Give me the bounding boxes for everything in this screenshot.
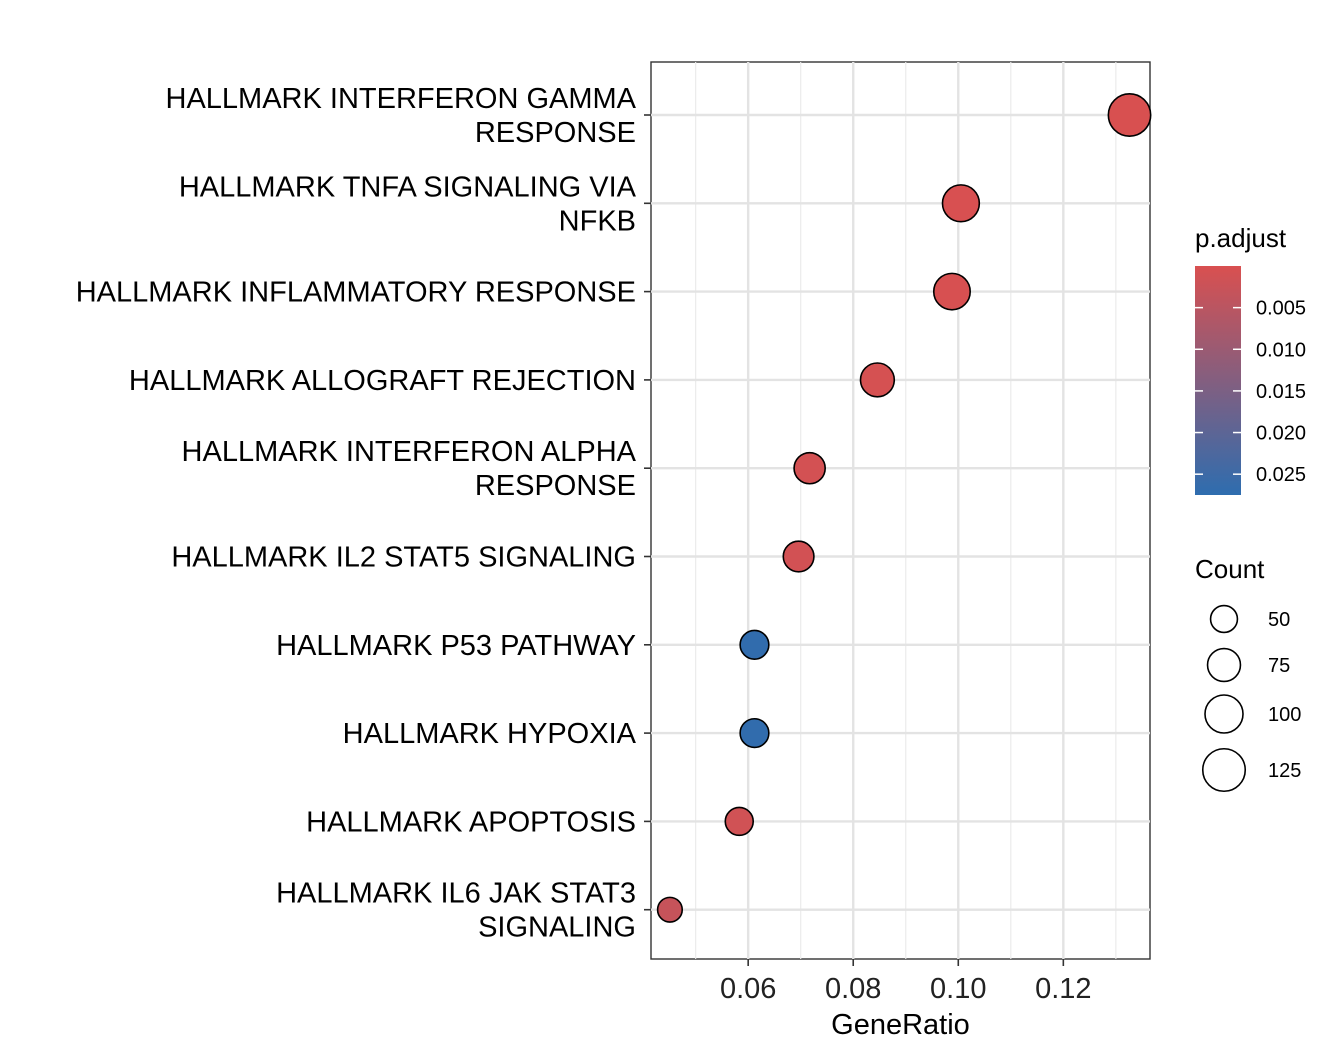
data-point — [739, 717, 770, 749]
data-point — [941, 184, 981, 223]
size-legend: Count 50 75 100 125 — [1195, 554, 1301, 793]
y-tick-label: HALLMARK ALLOGRAFT REJECTION — [129, 365, 636, 397]
y-tick-label-line: HALLMARK APOPTOSIS — [306, 806, 636, 838]
size-legend-label: 100 — [1268, 704, 1301, 726]
color-legend-label: 0.005 — [1256, 298, 1306, 320]
y-tick-label: HALLMARK IL6 JAK STAT3 SIGNALING — [276, 878, 636, 944]
y-tick-label: HALLMARK INTERFERON GAMMA RESPONSE — [166, 83, 637, 149]
data-point — [739, 629, 770, 660]
y-tick-label-line: HALLMARK IL2 STAT5 SIGNALING — [171, 542, 636, 574]
size-legend-label: 125 — [1268, 760, 1301, 782]
x-tick-label: 0.06 — [720, 973, 776, 1005]
y-tick-label-line: HALLMARK IL6 JAK STAT3 — [276, 878, 636, 910]
y-tick-label-line: HALLMARK TNFA SIGNALING VIA — [179, 171, 637, 203]
y-tick-label-line: SIGNALING — [478, 912, 636, 944]
y-tick-label: HALLMARK IL2 STAT5 SIGNALING — [171, 542, 636, 574]
x-tick-label: 0.08 — [825, 973, 881, 1005]
color-legend-title: p.adjust — [1195, 223, 1287, 253]
y-tick-label: HALLMARK INTERFERON ALPHA RESPONSE — [182, 436, 637, 502]
color-legend: p.adjust 0.005 0.010 0.015 0.020 0.025 — [1195, 223, 1306, 495]
data-point — [793, 451, 826, 485]
y-tick-label: HALLMARK APOPTOSIS — [306, 806, 636, 838]
color-legend-label: 0.025 — [1256, 464, 1306, 486]
y-tick-label: HALLMARK HYPOXIA — [343, 718, 637, 750]
y-tick-label: HALLMARK P53 PATHWAY — [276, 630, 636, 662]
x-axis-title: GeneRatio — [831, 1009, 970, 1041]
size-legend-key — [1201, 747, 1247, 793]
y-tick-label: HALLMARK INFLAMMATORY RESPONSE — [76, 277, 636, 309]
data-point — [932, 272, 971, 311]
data-point — [724, 806, 755, 837]
y-tick-label-line: HALLMARK INFLAMMATORY RESPONSE — [76, 277, 636, 309]
x-tick-label: 0.10 — [930, 973, 986, 1005]
y-tick-label-line: NFKB — [559, 205, 636, 237]
data-point — [859, 362, 896, 398]
y-tick-label-line: HALLMARK INTERFERON GAMMA — [166, 83, 637, 115]
y-tick-label-line: HALLMARK P53 PATHWAY — [276, 630, 636, 662]
y-tick-label: HALLMARK TNFA SIGNALING VIA NFKB — [179, 171, 637, 237]
x-tick-label: 0.12 — [1035, 973, 1091, 1005]
y-tick-label-line: RESPONSE — [475, 470, 636, 502]
y-tick-label-line: RESPONSE — [475, 117, 636, 149]
y-tick-label-line: HALLMARK HYPOXIA — [343, 718, 637, 750]
panel-border — [650, 61, 1151, 960]
data-point — [1107, 93, 1152, 137]
size-legend-key — [1204, 694, 1244, 734]
y-tick-label-line: HALLMARK INTERFERON ALPHA — [182, 436, 637, 468]
size-legend-label: 50 — [1268, 609, 1290, 631]
data-point — [782, 540, 815, 573]
color-legend-label: 0.020 — [1256, 423, 1306, 445]
grid-lines — [651, 62, 1150, 959]
size-legend-key — [1209, 604, 1239, 634]
size-legend-title: Count — [1195, 554, 1265, 584]
data-points — [656, 93, 1152, 923]
data-point — [656, 896, 684, 923]
size-legend-key — [1206, 647, 1242, 683]
y-axis: HALLMARK INTERFERON GAMMA RESPONSEHALLMAR… — [76, 83, 651, 944]
x-axis: 0.06 0.08 0.10 0.12 — [720, 959, 1092, 1005]
color-legend-label: 0.010 — [1256, 339, 1306, 361]
y-tick-label-line: HALLMARK ALLOGRAFT REJECTION — [129, 365, 636, 397]
size-legend-label: 75 — [1268, 655, 1290, 677]
color-legend-label: 0.015 — [1256, 381, 1306, 403]
color-bar — [1195, 266, 1241, 495]
